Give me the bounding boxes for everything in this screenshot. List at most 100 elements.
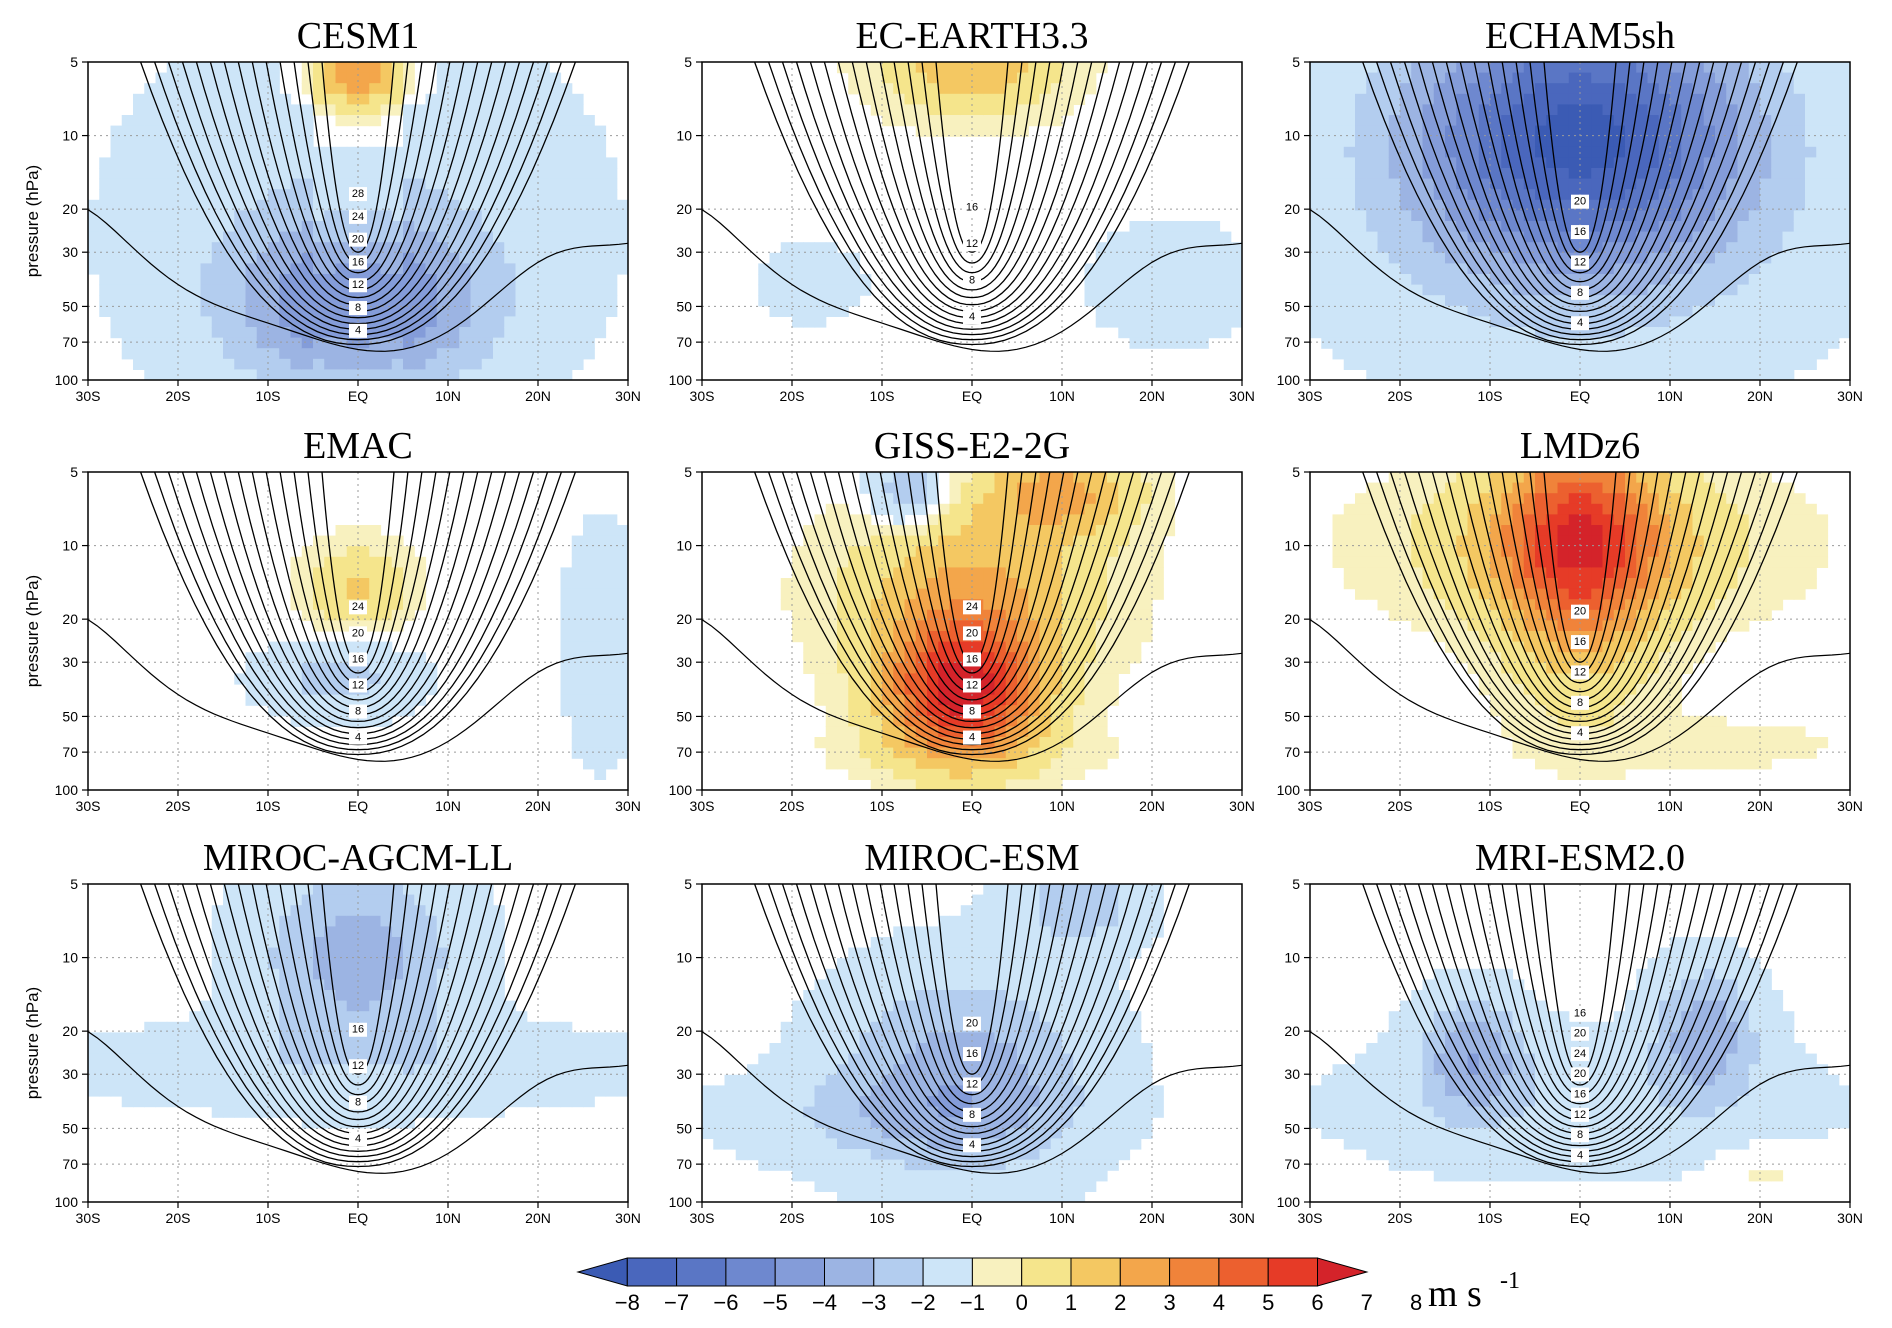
anomaly-cell (346, 535, 359, 547)
anomaly-cell (470, 327, 483, 339)
anomaly-cell (560, 231, 573, 243)
anomaly-cell (1602, 157, 1615, 169)
anomaly-cell (358, 316, 370, 328)
anomaly-cell (1478, 620, 1491, 632)
anomaly-cell (915, 694, 928, 706)
anomaly-cell (549, 263, 562, 275)
anomaly-cell (1715, 189, 1727, 201)
anomaly-cell (403, 274, 415, 286)
anomaly-cell (1805, 93, 1817, 105)
anomaly-cell (1613, 125, 1626, 137)
anomaly-cell (1523, 726, 1536, 738)
anomaly-cell (178, 93, 190, 105)
anomaly-cell (369, 189, 382, 201)
anomaly-cell (1816, 93, 1829, 105)
anomaly-cell (594, 178, 607, 190)
anomaly-cell (616, 242, 628, 254)
anomaly-cell (166, 157, 179, 169)
anomaly-cell (245, 125, 258, 137)
y-tick-label: 20 (62, 201, 78, 217)
anomaly-cell (960, 104, 973, 116)
anomaly-cell (301, 662, 314, 674)
anomaly-cell (1535, 72, 1547, 84)
anomaly-cell (1321, 295, 1334, 307)
anomaly-cell (1658, 72, 1671, 84)
anomaly-cell (1445, 252, 1457, 264)
anomaly-cell (1805, 231, 1817, 243)
anomaly-cell (493, 62, 505, 74)
anomaly-cell (391, 599, 404, 611)
anomaly-cell (1095, 546, 1108, 558)
y-tick-label: 30 (676, 654, 692, 670)
anomaly-cell (1568, 348, 1581, 360)
anomaly-cell (616, 252, 628, 264)
anomaly-cell (1343, 567, 1356, 579)
anomaly-cell (313, 662, 325, 674)
anomaly-cell (1523, 210, 1536, 222)
anomaly-cell (893, 567, 906, 579)
anomaly-cell (1501, 578, 1514, 590)
anomaly-cell (927, 768, 939, 780)
anomaly-cell (335, 252, 348, 264)
anomaly-cell (1523, 316, 1536, 328)
anomaly-cell (848, 705, 861, 717)
anomaly-cell (859, 609, 872, 621)
anomaly-cell (380, 652, 393, 664)
anomaly-cell (436, 274, 449, 286)
anomaly-cell (1028, 705, 1041, 717)
anomaly-cell (571, 295, 584, 307)
anomaly-cell (571, 210, 584, 222)
anomaly-cell (1062, 599, 1074, 611)
anomaly-cell (1703, 125, 1716, 137)
anomaly-cell (1512, 503, 1525, 515)
anomaly-cell (290, 136, 303, 148)
anomaly-cell (245, 210, 258, 222)
anomaly-cell (994, 493, 1007, 505)
anomaly-cell (403, 168, 415, 180)
anomaly-cell (1377, 482, 1390, 494)
anomaly-cell (1095, 578, 1108, 590)
anomaly-cell (1185, 316, 1198, 328)
anomaly-cell (1433, 631, 1446, 643)
anomaly-cell (290, 115, 303, 127)
anomaly-cell (1163, 242, 1176, 254)
anomaly-cell (994, 514, 1007, 526)
anomaly-cell (1625, 337, 1637, 349)
anomaly-cell (335, 157, 348, 169)
anomaly-cell (1568, 482, 1581, 494)
anomaly-cell (1625, 652, 1637, 664)
anomaly-cell (1321, 199, 1334, 211)
anomaly-cell (189, 72, 202, 84)
anomaly-cell (133, 263, 145, 275)
anomaly-cell (1692, 316, 1705, 328)
anomaly-cell (1005, 747, 1018, 759)
anomaly-cell (268, 673, 280, 685)
anomaly-cell (1546, 567, 1559, 579)
anomaly-cell (436, 62, 449, 74)
anomaly-cell (470, 136, 483, 148)
anomaly-cell (324, 535, 337, 547)
anomaly-cell (1501, 125, 1514, 137)
anomaly-cell (1017, 662, 1029, 674)
anomaly-cell (882, 83, 894, 95)
anomaly-cell (1050, 72, 1063, 84)
anomaly-cell (459, 369, 472, 380)
anomaly-cell (189, 104, 202, 116)
anomaly-cell (927, 747, 939, 759)
anomaly-cell (346, 72, 359, 84)
anomaly-cell (245, 168, 258, 180)
anomaly-cell (481, 93, 494, 105)
anomaly-cell (1838, 168, 1850, 180)
anomaly-cell (1062, 737, 1074, 749)
anomaly-cell (436, 316, 449, 328)
anomaly-cell (792, 316, 804, 328)
anomaly-cell (200, 327, 213, 339)
anomaly-cell (825, 747, 838, 759)
anomaly-cell (1591, 221, 1604, 233)
anomaly-cell (166, 358, 179, 370)
anomaly-cell (369, 662, 382, 674)
anomaly-cell (1355, 567, 1367, 579)
anomaly-cell (493, 348, 505, 360)
anomaly-cell (1422, 168, 1435, 180)
anomaly-cell (515, 72, 528, 84)
